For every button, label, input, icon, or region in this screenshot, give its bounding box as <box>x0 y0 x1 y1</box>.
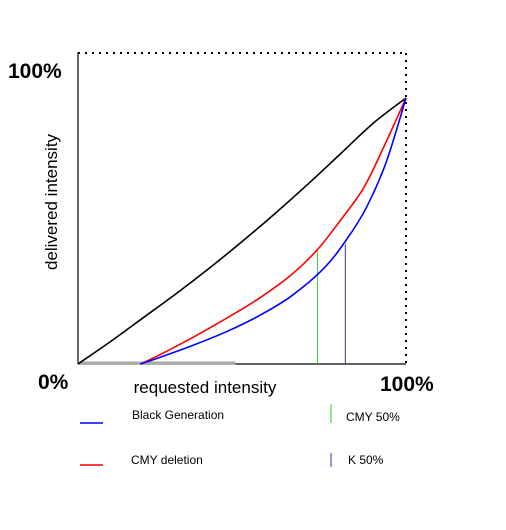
y-axis-label: delivered intensity <box>42 133 61 270</box>
x-tick-label-100: 100% <box>380 373 434 396</box>
legend-label-black-generation: Black Generation <box>132 408 224 422</box>
legend-label-cmy-50: CMY 50% <box>346 410 400 424</box>
x-axis-label: requested intensity <box>134 378 277 397</box>
legend-label-cmy-deletion: CMY deletion <box>131 453 203 467</box>
series-line-reference <box>77 97 407 365</box>
series-line-cmy-deletion <box>139 97 407 365</box>
legend-label-k-50: K 50% <box>348 453 384 467</box>
legend: Black Generation CMY deletion CMY 50% K … <box>80 404 400 467</box>
series-group <box>77 97 407 365</box>
series-line-black-generation <box>140 97 407 365</box>
marker-lines <box>316 244 346 364</box>
x-tick-label-0: 0% <box>38 371 69 394</box>
y-tick-label-100: 100% <box>8 60 62 83</box>
plot-frame <box>77 52 407 365</box>
